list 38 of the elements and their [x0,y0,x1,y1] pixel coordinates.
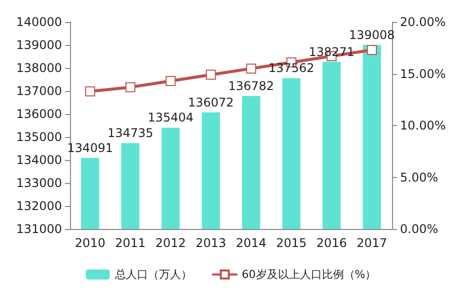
y-tick-label: 136000 [16,107,62,121]
legend-label: 总人口（万人） [114,268,192,281]
y2-tick-label: 0.00% [400,222,438,236]
y-tick-label: 132000 [16,199,62,213]
y-tick-label: 138000 [16,61,62,75]
point [85,86,96,96]
y2-tick-label: 5.00% [400,170,438,184]
data-label: 136072 [188,95,234,110]
legend-label: 60岁及以上人口比例（%） [242,268,376,281]
y-tick-label: 131000 [16,222,62,236]
data-label: 134091 [67,140,114,155]
data-label: 136782 [228,79,274,94]
point [246,64,256,74]
y-tick-label: 135000 [16,130,62,144]
x-tick-label: 2016 [316,236,347,250]
y2-tick-label: 10.00% [400,118,446,132]
point [166,76,176,86]
x-tick-label: 2011 [115,236,146,250]
point [125,82,136,92]
point [206,70,216,80]
y2-tick-label: 20.00% [400,15,446,29]
x-tick-label: 2012 [155,236,186,250]
x-tick-label: 2014 [236,236,266,250]
y-tick-label: 139000 [16,38,62,52]
y-tick-label: 140000 [16,15,62,29]
x-tick-label: 2017 [356,236,388,250]
y-tick-label: 137000 [16,84,62,98]
data-label: 139008 [348,28,395,42]
x-tick-label: 2010 [74,236,106,250]
data-label: 134735 [107,126,154,140]
x-tick-label: 2015 [276,236,307,250]
data-label: 137562 [268,61,314,76]
x-tick-label: 2013 [196,236,226,250]
y-tick-label: 134000 [16,153,62,167]
data-label: 135404 [148,110,194,125]
y-tick-label: 133000 [16,176,62,190]
point [366,44,377,55]
y2-tick-label: 15.00% [400,66,446,81]
